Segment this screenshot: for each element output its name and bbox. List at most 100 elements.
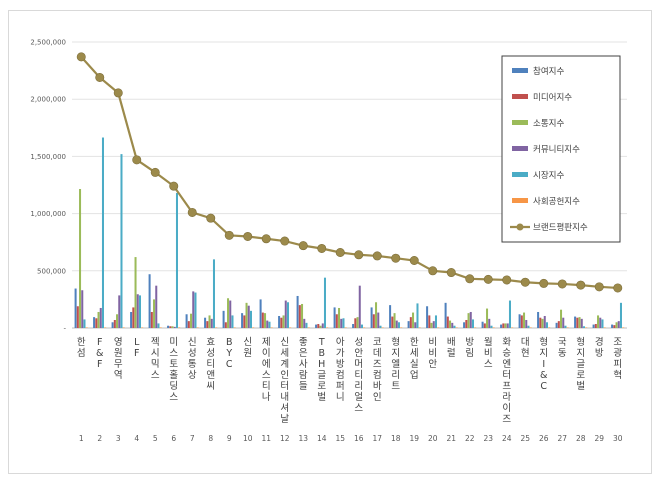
bar-3-24 — [504, 323, 507, 328]
bar-1-26 — [537, 311, 540, 328]
bar-4-8 — [210, 318, 213, 328]
bar-1-9 — [222, 310, 225, 328]
bar-6-26 — [548, 327, 551, 328]
bar-4-26 — [543, 315, 546, 328]
bar-2-18 — [391, 316, 394, 328]
bar-4-15 — [340, 318, 343, 328]
category-label: 형 지 I & C — [539, 337, 548, 392]
bar-2-25 — [520, 315, 523, 328]
rank-label: 6 — [171, 434, 176, 443]
bar-2-22 — [465, 319, 468, 328]
bar-1-25 — [518, 314, 521, 328]
bar-6-16 — [363, 327, 366, 328]
brand-index-point-18 — [391, 253, 401, 263]
bar-1-2 — [93, 317, 96, 328]
bar-3-30 — [615, 322, 618, 328]
bar-1-11 — [259, 299, 262, 328]
bar-6-14 — [326, 327, 329, 328]
bar-5-10 — [249, 310, 252, 328]
bar-3-19 — [412, 312, 415, 328]
bar-6-28 — [585, 327, 588, 328]
bar-1-29 — [592, 324, 595, 328]
legend-label: 소통지수 — [533, 119, 564, 129]
legend-label: 미디어지수 — [533, 92, 572, 103]
y-tick-label: 2,500,000 — [30, 39, 66, 47]
bar-6-11 — [270, 327, 273, 328]
bar-4-3 — [118, 295, 121, 328]
bar-2-24 — [502, 323, 505, 328]
brand-index-point-10 — [243, 231, 253, 241]
bar-5-23 — [490, 325, 493, 328]
legend-label: 브랜드평판지수 — [533, 222, 588, 233]
bar-1-8 — [204, 317, 207, 328]
bar-1-30 — [611, 324, 614, 328]
bar-1-13 — [296, 295, 299, 328]
bar-5-22 — [471, 319, 474, 328]
bar-4-17 — [377, 312, 380, 328]
bar-2-29 — [594, 323, 597, 328]
bar-3-22 — [467, 313, 470, 328]
bar-4-21 — [451, 322, 454, 328]
brand-index-point-5 — [150, 167, 160, 177]
bar-4-1 — [81, 290, 84, 328]
bar-4-23 — [488, 318, 491, 328]
bar-2-11 — [261, 312, 264, 328]
brand-index-point-30 — [613, 283, 623, 293]
brand-index-point-14 — [317, 243, 327, 253]
bar-6-29 — [603, 327, 606, 328]
bar-1-7 — [185, 314, 188, 328]
bar-4-13 — [303, 318, 306, 328]
bar-5-15 — [342, 318, 345, 328]
brand-index-point-23 — [483, 274, 493, 284]
bar-1-15 — [333, 307, 336, 328]
bar-1-21 — [444, 302, 447, 328]
brand-index-point-11 — [261, 234, 271, 244]
brand-index-point-26 — [539, 278, 549, 288]
bar-3-8 — [208, 315, 211, 328]
brand-index-point-15 — [335, 247, 345, 257]
bar-4-12 — [284, 300, 287, 328]
bar-3-26 — [541, 318, 544, 328]
category-label: F & F — [96, 337, 104, 370]
rank-label: 17 — [372, 434, 382, 443]
bar-6-9 — [233, 327, 236, 328]
bar-4-6 — [173, 326, 176, 328]
rank-label: 23 — [483, 434, 493, 443]
bar-3-13 — [301, 303, 304, 328]
bar-1-10 — [241, 313, 244, 328]
rank-label: 10 — [243, 434, 253, 443]
bar-6-20 — [437, 327, 440, 328]
brand-index-point-16 — [354, 250, 364, 260]
bar-5-18 — [397, 322, 400, 328]
bar-5-6 — [175, 193, 178, 328]
bar-5-1 — [83, 319, 86, 328]
bar-3-16 — [356, 317, 359, 328]
bar-6-27 — [566, 327, 569, 328]
brand-index-point-13 — [298, 241, 308, 251]
bar-3-5 — [153, 299, 156, 328]
rank-label: 29 — [594, 434, 604, 443]
bar-5-2 — [101, 137, 104, 328]
bar-6-8 — [215, 327, 218, 328]
bar-4-10 — [247, 305, 250, 328]
bar-2-23 — [483, 323, 486, 328]
bar-5-7 — [194, 292, 197, 328]
brand-index-point-12 — [280, 236, 290, 246]
bar-3-6 — [171, 326, 174, 328]
bar-3-20 — [430, 322, 433, 328]
bar-3-9 — [227, 298, 230, 328]
bar-1-22 — [463, 322, 466, 328]
bar-4-19 — [414, 322, 417, 328]
bar-1-23 — [481, 321, 484, 328]
